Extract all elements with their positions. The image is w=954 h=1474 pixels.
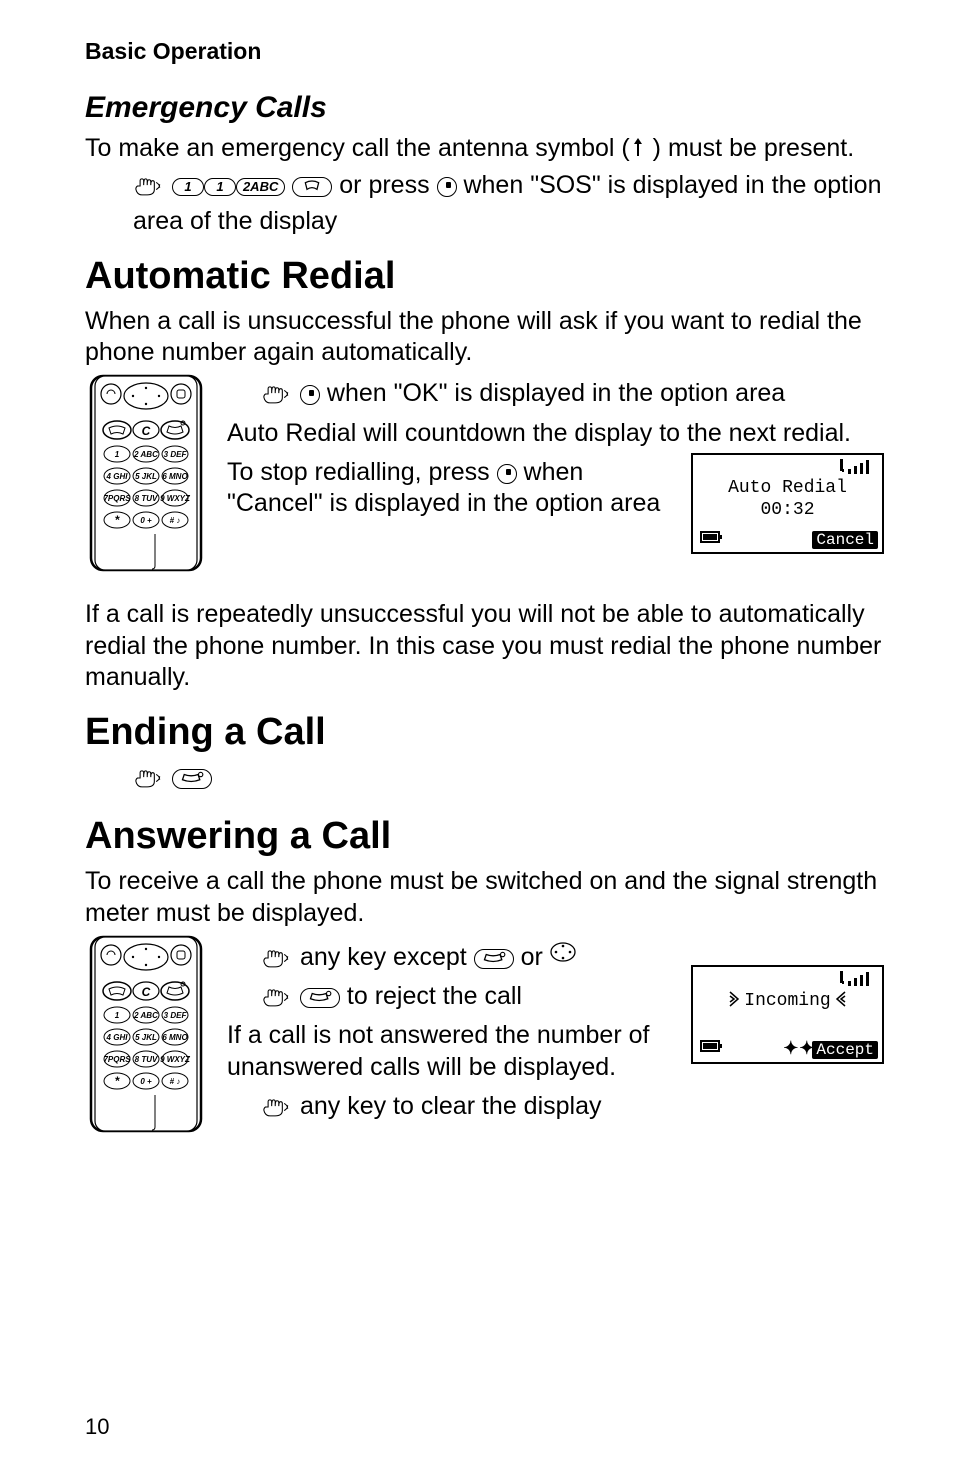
svg-text:3 DEF: 3 DEF — [164, 1011, 188, 1020]
svg-text:8 TUV: 8 TUV — [135, 1055, 158, 1064]
nav-key-icon — [550, 939, 576, 970]
svg-text:4 GHI: 4 GHI — [106, 1033, 129, 1042]
redial-row: C 1 2 ABC 3 DEF 4 GHI 5 JKL 6 MNO 7PQRS … — [85, 374, 884, 579]
battery-icon — [699, 530, 725, 550]
redial-step1: when "OK" is displayed in the option are… — [261, 378, 884, 413]
signal-row — [695, 971, 880, 989]
answering-step3-text: any key to clear the display — [293, 1092, 602, 1120]
signal-row — [695, 459, 880, 477]
softkey-icon — [497, 464, 517, 484]
redial-text-col: when "OK" is displayed in the option are… — [227, 374, 884, 554]
answering-title: Answering a Call — [85, 815, 884, 858]
redial-title: Automatic Redial — [85, 255, 884, 298]
redial-display-box: Auto Redial 00:32 Cancel — [691, 453, 884, 554]
press-hand-icon — [133, 174, 165, 205]
answering-row: C 1 2 ABC 3 DEF 4 GHI 5 JKL 6 MNO 7PQRS … — [85, 935, 884, 1140]
redial-outro: If a call is repeatedly unsuccessful you… — [85, 599, 884, 693]
svg-text:9 WXYZ: 9 WXYZ — [160, 494, 191, 503]
redial-stop-row: To stop redialling, press when "Cancel" … — [227, 453, 884, 554]
phone-diagram-icon: C 1 2 ABC 3 DEF 4 GHI 5 JKL 6 MNO 7PQRS … — [85, 935, 213, 1140]
arrows-left-icon — [831, 991, 847, 1011]
answering-step1b: or — [514, 943, 550, 971]
answering-intro: To receive a call the phone must be swit… — [85, 866, 884, 929]
signal-bars-icon — [840, 971, 876, 989]
svg-text:# ♪: # ♪ — [170, 516, 181, 525]
svg-text:9 WXYZ: 9 WXYZ — [160, 1055, 191, 1064]
redial-box-line1: Auto Redial — [695, 477, 880, 500]
redial-step1-text: when "OK" is displayed in the option are… — [320, 379, 785, 407]
press-hand-icon — [261, 1095, 293, 1126]
incoming-display-box: Incoming ✦ ✦Accept — [691, 965, 884, 1065]
arrow-indicator-icon: ✦ ✦ — [783, 1038, 812, 1058]
redial-box-bottom: Cancel — [695, 528, 880, 550]
incoming-bottom: ✦ ✦Accept — [695, 1036, 880, 1060]
battery-icon — [699, 1039, 725, 1059]
svg-text:# ♪: # ♪ — [170, 1077, 181, 1086]
cancel-label: Cancel — [812, 531, 878, 549]
page-header: Basic Operation — [85, 38, 884, 65]
send-key-icon — [292, 177, 332, 197]
redial-stop-a: To stop redialling, press — [227, 458, 497, 486]
svg-text:0 +: 0 + — [140, 516, 152, 525]
redial-intro: When a call is unsuccessful the phone wi… — [85, 306, 884, 369]
redial-countdown: Auto Redial will countdown the display t… — [227, 418, 884, 449]
key-2abc-icon: 2ABC — [236, 178, 285, 196]
svg-text:7PQRS: 7PQRS — [103, 1055, 131, 1064]
incoming-line: Incoming — [695, 989, 880, 1013]
svg-text:5 JKL: 5 JKL — [135, 1033, 157, 1042]
answering-step1a: any key except — [293, 943, 474, 971]
emergency-step: 112ABC or press when "SOS" is displayed … — [133, 170, 884, 237]
answering-step3: any key to clear the display — [261, 1091, 884, 1126]
svg-text:5 JKL: 5 JKL — [135, 472, 157, 481]
redial-stop: To stop redialling, press when "Cancel" … — [227, 457, 683, 520]
phone-diagram-icon: C 1 2 ABC 3 DEF 4 GHI 5 JKL 6 MNO 7PQRS … — [85, 374, 213, 579]
redial-box-line2: 00:32 — [695, 499, 880, 522]
press-hand-icon — [261, 985, 293, 1016]
end-key-icon — [172, 769, 212, 789]
press-hand-icon — [261, 382, 293, 413]
svg-text:6 MNO: 6 MNO — [162, 472, 188, 481]
answering-unanswered: If a call is not answered the number of … — [227, 1020, 685, 1083]
svg-text:1: 1 — [115, 450, 120, 459]
svg-text:7PQRS: 7PQRS — [103, 494, 131, 503]
softkey-icon — [300, 385, 320, 405]
press-hand-icon — [261, 946, 293, 977]
svg-text:4 GHI: 4 GHI — [106, 472, 129, 481]
svg-text:1: 1 — [115, 1011, 120, 1020]
svg-text:8 TUV: 8 TUV — [135, 494, 158, 503]
answering-step2-text: to reject the call — [340, 982, 522, 1010]
emergency-p1: To make an emergency call the antenna sy… — [85, 133, 884, 166]
svg-text:2 ABC: 2 ABC — [133, 450, 158, 459]
accept-group: ✦ ✦Accept — [783, 1038, 878, 1060]
arrows-right-icon — [728, 991, 744, 1011]
emergency-p1b: ) must be present. — [646, 134, 854, 162]
svg-text:2 ABC: 2 ABC — [133, 1011, 158, 1020]
end-key-icon — [474, 949, 514, 969]
svg-text:C: C — [142, 424, 151, 438]
end-key-icon — [300, 988, 340, 1008]
emergency-or-press: or press — [339, 171, 436, 199]
svg-text:6 MNO: 6 MNO — [162, 1033, 188, 1042]
svg-text:3 DEF: 3 DEF — [164, 450, 188, 459]
accept-label: Accept — [812, 1041, 878, 1059]
key-1-icon: 1 — [204, 178, 236, 196]
press-hand-icon — [133, 766, 165, 797]
svg-text:C: C — [142, 985, 151, 999]
signal-bars-icon — [840, 459, 876, 477]
svg-text:0 +: 0 + — [140, 1077, 152, 1086]
key-1-icon: 1 — [172, 178, 204, 196]
antenna-icon — [630, 134, 646, 166]
answering-text-col: any key except or to reject the call If … — [227, 935, 884, 1130]
emergency-title: Emergency Calls — [85, 91, 884, 125]
incoming-text: Incoming — [744, 991, 830, 1011]
ending-title: Ending a Call — [85, 711, 884, 754]
answering-step1: any key except or — [261, 939, 685, 977]
emergency-p1a: To make an emergency call the antenna sy… — [85, 134, 630, 162]
softkey-icon — [437, 177, 457, 197]
page-number: 10 — [85, 1414, 109, 1440]
ending-step — [133, 762, 884, 797]
answering-step2: to reject the call — [261, 981, 685, 1016]
page: Basic Operation Emergency Calls To make … — [0, 0, 954, 1474]
